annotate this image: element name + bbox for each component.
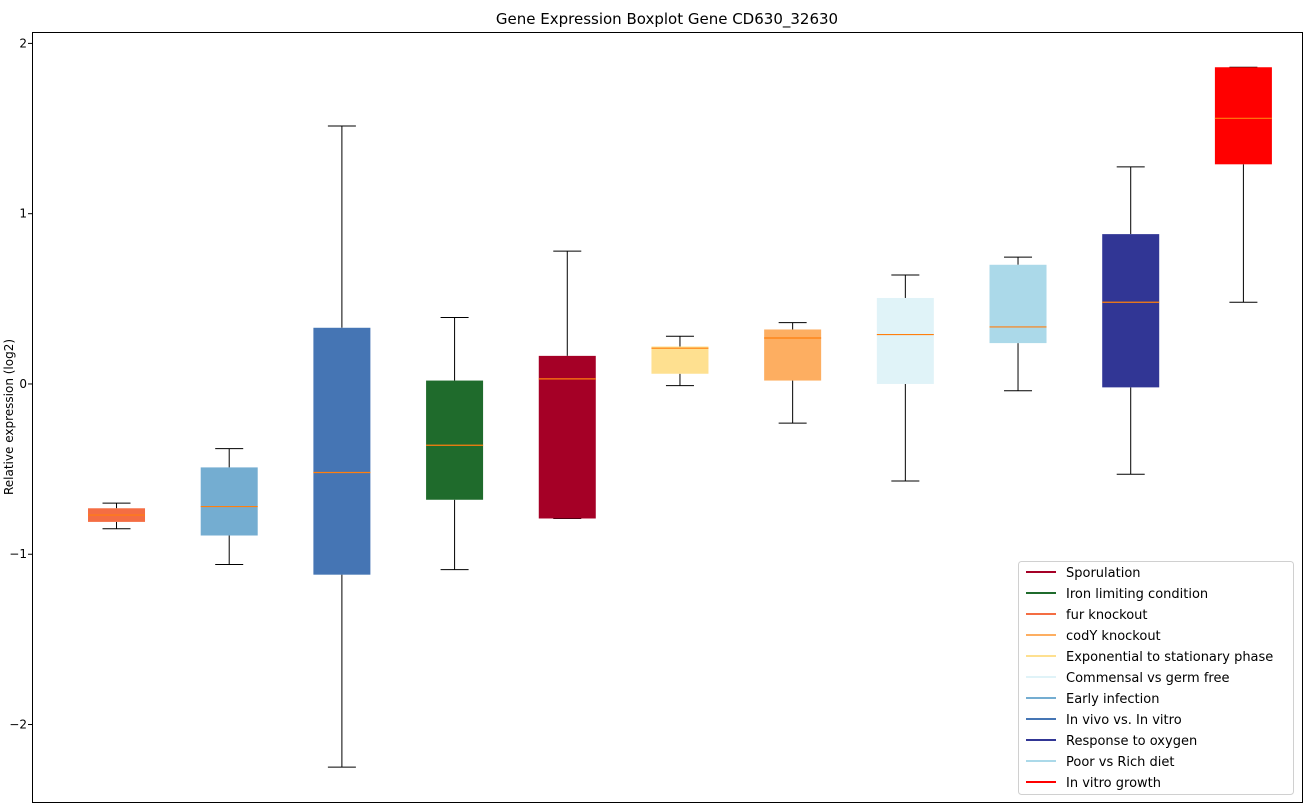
legend-item: Exponential to stationary phase bbox=[1026, 650, 1273, 665]
legend-label: In vitro growth bbox=[1066, 776, 1161, 791]
box-cody-knockout bbox=[764, 322, 822, 424]
box bbox=[200, 467, 258, 536]
legend-label: Commensal vs germ free bbox=[1066, 671, 1229, 686]
box bbox=[1102, 234, 1160, 388]
box bbox=[764, 329, 822, 381]
box-in-vitro-growth bbox=[1214, 66, 1272, 303]
legend: Sporulation Iron limiting condition fur kn… bbox=[1018, 561, 1294, 795]
y-tick-label: −2 bbox=[9, 718, 27, 732]
legend-label: fur knockout bbox=[1066, 608, 1148, 623]
legend-item: In vitro growth bbox=[1026, 776, 1161, 791]
legend-label: Iron limiting condition bbox=[1066, 587, 1208, 602]
legend-item: fur knockout bbox=[1026, 608, 1148, 623]
legend-item: Poor vs Rich diet bbox=[1026, 755, 1174, 770]
plot-frame bbox=[32, 32, 1303, 803]
legend-item: In vivo vs. In vitro bbox=[1026, 713, 1182, 728]
legend-item: Commensal vs germ free bbox=[1026, 671, 1229, 686]
box bbox=[651, 346, 709, 374]
legend-label: Poor vs Rich diet bbox=[1066, 755, 1174, 770]
box bbox=[876, 297, 934, 384]
legend-label: codY knockout bbox=[1066, 629, 1161, 644]
legend-label: Sporulation bbox=[1066, 566, 1141, 581]
box bbox=[426, 380, 484, 500]
box-in-vivo-vs-in-vitro bbox=[313, 125, 371, 768]
legend-label: Response to oxygen bbox=[1066, 734, 1197, 749]
legend-item: codY knockout bbox=[1026, 629, 1161, 644]
box bbox=[1214, 67, 1272, 165]
box-commensal-vs-germ-free bbox=[876, 274, 934, 482]
box-response-to-oxygen bbox=[1102, 166, 1160, 475]
y-tick-label: 1 bbox=[19, 207, 27, 221]
box-iron-limiting-condition bbox=[426, 317, 484, 571]
box-fur-knockout bbox=[88, 502, 146, 530]
chart-title: Gene Expression Boxplot Gene CD630_32630 bbox=[496, 10, 838, 29]
box bbox=[313, 327, 371, 575]
box bbox=[538, 355, 596, 519]
legend-item: Iron limiting condition bbox=[1026, 587, 1208, 602]
legend-item: Sporulation bbox=[1026, 566, 1141, 581]
y-tick-label: 0 bbox=[19, 377, 27, 391]
y-axis-label: Relative expression (log2) bbox=[2, 339, 16, 495]
box-sporulation bbox=[538, 250, 596, 519]
y-tick-label: −1 bbox=[9, 547, 27, 561]
legend-item: Early infection bbox=[1026, 692, 1159, 707]
legend-label: In vivo vs. In vitro bbox=[1066, 713, 1182, 728]
legend-label: Early infection bbox=[1066, 692, 1159, 707]
box-early-infection bbox=[200, 448, 258, 565]
box bbox=[989, 264, 1047, 344]
legend-item: Response to oxygen bbox=[1026, 734, 1197, 749]
box-exponential-to-stationary-phase bbox=[651, 335, 709, 387]
box-poor-vs-rich-diet bbox=[989, 256, 1047, 392]
y-tick-label: 2 bbox=[19, 36, 27, 50]
legend-frame bbox=[1018, 561, 1294, 795]
legend-label: Exponential to stationary phase bbox=[1066, 650, 1273, 665]
